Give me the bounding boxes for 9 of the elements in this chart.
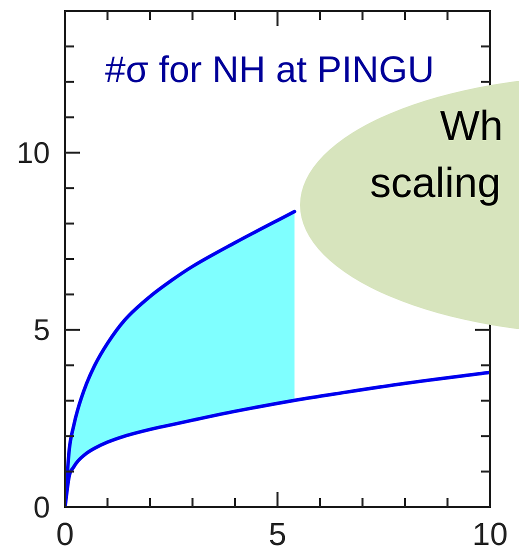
x-tick-label: 10 — [472, 516, 508, 552]
text: #σ for NH at PINGU — [105, 49, 434, 90]
x-tick-label: 5 — [268, 516, 286, 552]
x-tick-label: 0 — [56, 516, 74, 552]
y-tick-label: 5 — [33, 314, 50, 348]
annotation: Wh — [440, 102, 503, 149]
y-tick-label: 0 — [33, 491, 50, 524]
annotation: scaling — [370, 159, 501, 206]
y-tick-label: 10 — [16, 136, 50, 170]
